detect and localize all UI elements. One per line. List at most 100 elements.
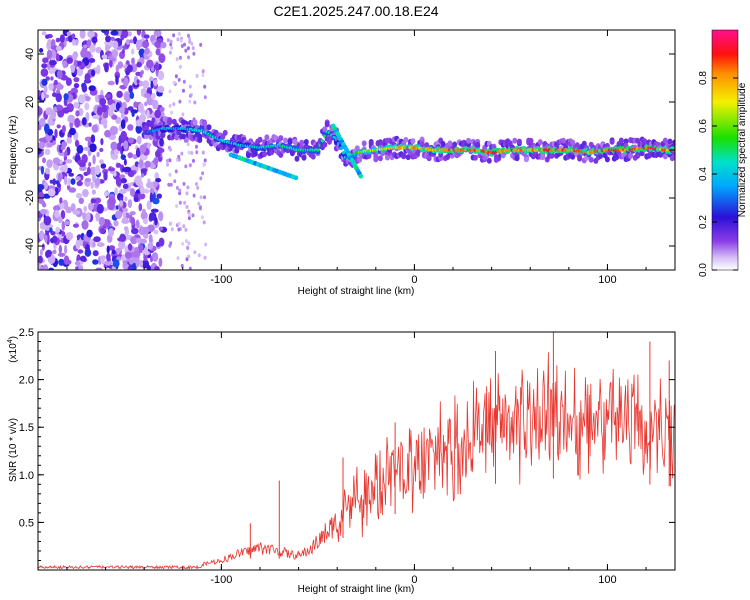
ridge-core — [320, 139, 325, 143]
noise-cell — [143, 93, 151, 99]
noise-cell — [139, 259, 144, 268]
ridge-halo — [577, 155, 583, 162]
ridge-halo — [283, 137, 288, 144]
noise-cell — [56, 183, 61, 188]
noise-cell — [59, 197, 63, 205]
noise-cell — [136, 79, 140, 84]
noise-cell — [135, 39, 141, 50]
ridge-halo — [361, 140, 367, 147]
noise-cell — [89, 44, 96, 53]
ridge-halo — [549, 152, 555, 159]
noise-cell — [74, 139, 80, 148]
noise-cell — [169, 241, 173, 246]
noise-cell — [174, 169, 178, 174]
ridge-halo — [310, 153, 316, 160]
noise-cell — [55, 37, 61, 43]
ridge-halo — [192, 119, 198, 126]
noise-cell — [56, 104, 62, 111]
noise-cell — [169, 182, 173, 187]
noise-cell — [154, 109, 162, 119]
noise-cell — [124, 196, 128, 202]
snr-line-layer — [38, 332, 675, 570]
noise-cell — [192, 193, 196, 198]
noise-cell — [85, 244, 90, 253]
noise-cell — [106, 252, 111, 262]
noise-cell — [139, 185, 145, 195]
noise-cell — [190, 150, 194, 155]
noise-cell — [178, 188, 182, 193]
noise-cell — [64, 220, 70, 226]
noise-cell — [76, 180, 83, 187]
noise-cell — [88, 85, 96, 92]
noise-cell — [79, 165, 87, 171]
ridge-halo — [197, 133, 203, 140]
noise-cell — [136, 30, 142, 36]
noise-cell — [178, 200, 182, 205]
noise-cell — [55, 45, 62, 52]
noise-cell — [50, 110, 57, 120]
noise-cell — [168, 158, 172, 163]
ridge-halo — [181, 133, 186, 140]
noise-cell — [199, 176, 203, 181]
snr-scale-prefix: (x10 — [8, 343, 19, 363]
noise-cell — [166, 38, 170, 43]
noise-cell — [60, 210, 66, 220]
noise-cell — [119, 106, 125, 114]
noise-cell — [66, 57, 73, 64]
ridge-halo — [514, 155, 520, 161]
noise-cell — [153, 78, 158, 87]
noise-cell — [81, 220, 89, 230]
noise-cell — [61, 221, 65, 231]
noise-cell — [71, 33, 76, 39]
noise-cell — [157, 193, 162, 199]
noise-cell — [40, 266, 45, 270]
ridge-halo — [301, 154, 307, 161]
ridge-halo — [222, 129, 228, 136]
ridge-halo — [466, 137, 471, 144]
x-tick-label: 0 — [411, 274, 417, 286]
noise-cell — [69, 127, 76, 136]
noise-cell — [100, 118, 108, 126]
noise-cell — [128, 85, 133, 94]
noise-cell — [169, 221, 173, 226]
noise-cell — [100, 138, 104, 146]
noise-cell — [122, 167, 130, 173]
noise-cell — [122, 183, 129, 190]
branch-cell — [293, 175, 299, 181]
noise-cell — [38, 230, 45, 241]
noise-cell — [191, 46, 195, 51]
noise-cell — [140, 88, 147, 93]
noise-cell — [94, 165, 101, 176]
ridge-halo — [278, 135, 284, 142]
ridge-halo — [245, 152, 251, 159]
ridge-halo — [424, 142, 430, 149]
noise-cell — [65, 159, 73, 164]
noise-cell — [115, 247, 122, 254]
ridge-halo — [475, 142, 481, 149]
snr-xlabel: Height of straight line (km) — [298, 584, 415, 595]
noise-cell — [123, 226, 129, 231]
colorbar-ticks: 0.0 0.2 0.4 0.6 0.8 — [698, 71, 738, 277]
noise-cell — [63, 163, 68, 173]
noise-cell — [120, 154, 127, 161]
noise-cell — [166, 158, 169, 163]
noise-cell — [92, 259, 99, 265]
noise-cell — [68, 187, 77, 193]
noise-cell — [94, 177, 101, 187]
noise-cell — [187, 216, 191, 221]
noise-cell — [128, 137, 134, 144]
noise-cell — [67, 177, 71, 187]
noise-cell — [185, 205, 189, 209]
noise-cell — [121, 30, 129, 39]
noise-cell — [147, 242, 154, 250]
noise-cell — [153, 229, 159, 235]
snr-panel: -100 0 100 0.5 1.0 1.5 2.0 2.5 Height of straig… — [7, 327, 676, 595]
noise-cell — [177, 32, 181, 36]
noise-cell — [63, 93, 69, 101]
noise-cell — [116, 162, 122, 168]
noise-cell — [54, 209, 60, 219]
ridge-halo — [401, 152, 407, 159]
ridge-halo — [623, 138, 629, 145]
noise-cell — [48, 115, 52, 123]
